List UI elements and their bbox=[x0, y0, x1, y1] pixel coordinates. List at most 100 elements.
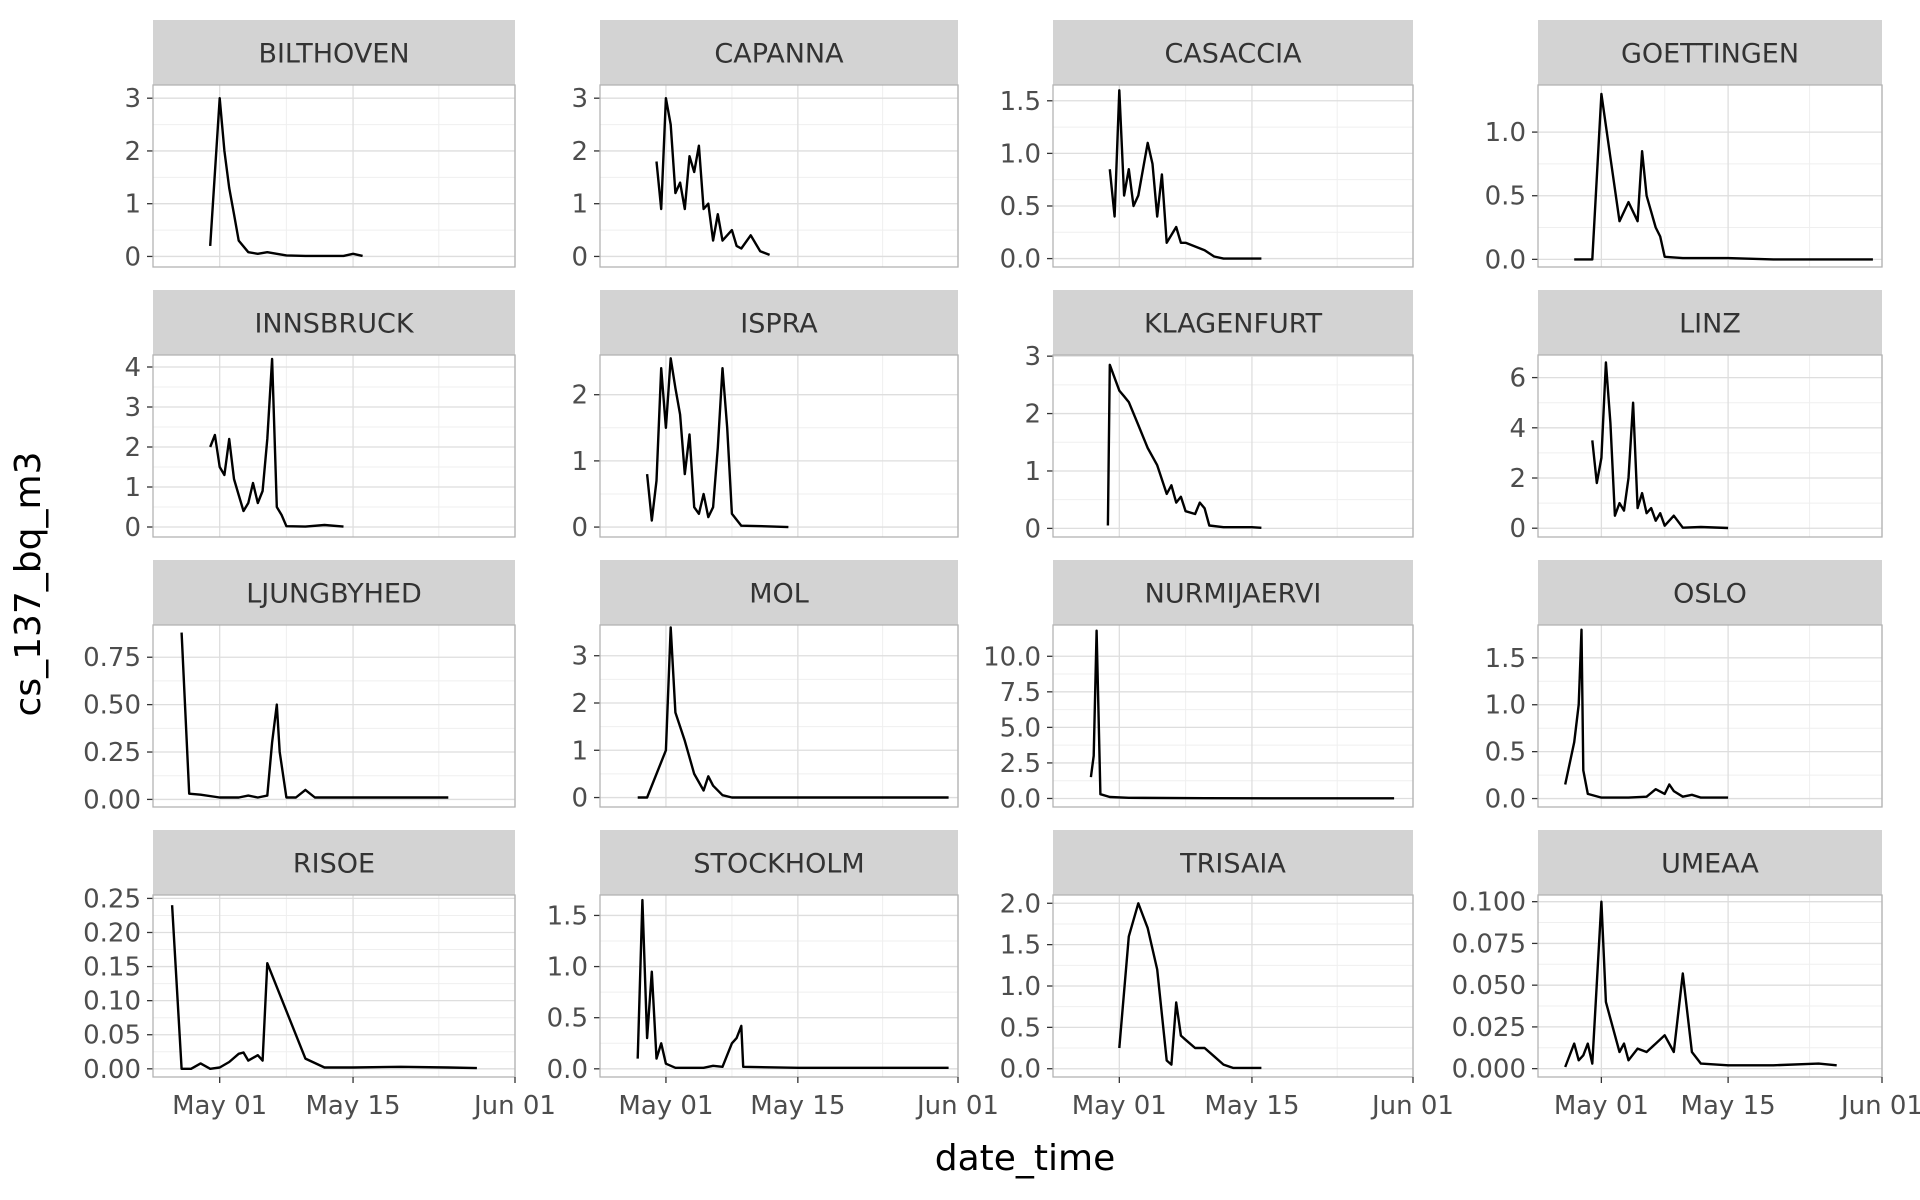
panel-bg-goettingen bbox=[1538, 85, 1882, 267]
y-tick-label: 1.0 bbox=[1485, 691, 1526, 721]
panel-trisaia: TRISAIA 0.0 0.5 1.0 1.5 2.0 May 01 May 15 Jun 01 bbox=[1000, 830, 1454, 1121]
y-tick-label: 5.0 bbox=[1000, 713, 1041, 743]
series-line-bilthoven bbox=[209, 96, 363, 258]
panel-oslo: OSLO 0.0 0.5 1.0 1.5 bbox=[1485, 560, 1883, 815]
y-tick-label: 1.0 bbox=[547, 953, 588, 983]
panel-border-ispra bbox=[599, 354, 959, 538]
panel-border-umeaa bbox=[1537, 894, 1883, 1078]
facet-panels: BILTHOVEN 0 1 2 3 CAPANNA 0 1 2 3 CASACCIA 0.0 0.5 1.… bbox=[83, 20, 1920, 1121]
strip-label-capanna: CAPANNA bbox=[714, 39, 844, 70]
y-tick-label: 2 bbox=[1024, 400, 1041, 430]
panel-border-bilthoven bbox=[152, 84, 516, 268]
y-tick-label: 2.5 bbox=[1000, 749, 1041, 779]
x-tick-label: May 01 bbox=[1072, 1091, 1167, 1121]
y-tick-label: 0.10 bbox=[83, 987, 141, 1017]
panel-bg-capanna bbox=[600, 85, 958, 267]
panel-bilthoven: BILTHOVEN 0 1 2 3 bbox=[124, 20, 516, 272]
panel-innsbruck: INNSBRUCK 0 1 2 3 4 bbox=[124, 290, 516, 543]
strip-ispra bbox=[600, 290, 958, 355]
strip-klagenfurt bbox=[1053, 290, 1413, 355]
strip-label-linz: LINZ bbox=[1679, 309, 1741, 340]
panel-bg-linz bbox=[1538, 355, 1882, 537]
panel-capanna: CAPANNA 0 1 2 3 bbox=[571, 20, 959, 272]
strip-goettingen bbox=[1538, 20, 1882, 85]
y-tick-label: 1.0 bbox=[1000, 139, 1041, 169]
y-tick-label: 7.5 bbox=[1000, 678, 1041, 708]
y-tick-label: 0.0 bbox=[1485, 245, 1526, 275]
y-tick-label: 2.0 bbox=[1000, 889, 1041, 919]
y-tick-label: 0.0 bbox=[1000, 1055, 1041, 1085]
panel-casaccia: CASACCIA 0.0 0.5 1.0 1.5 bbox=[1000, 20, 1414, 275]
y-tick-label: 1.0 bbox=[1000, 972, 1041, 1002]
panel-border-innsbruck bbox=[152, 354, 516, 538]
panel-risoe: RISOE 0.00 0.05 0.10 0.15 0.20 0.25 May 01 May 1… bbox=[83, 830, 556, 1121]
x-tick-label: Jun 01 bbox=[915, 1091, 999, 1121]
y-tick-label: 3 bbox=[571, 84, 588, 114]
series-line-klagenfurt bbox=[1106, 363, 1262, 529]
y-tick-label: 0 bbox=[571, 784, 588, 814]
y-tick-label: 0.20 bbox=[83, 918, 141, 948]
x-tick-label: May 01 bbox=[172, 1091, 267, 1121]
y-tick-label: 2 bbox=[124, 137, 141, 167]
strip-umeaa bbox=[1538, 830, 1882, 895]
y-tick-label: 0.5 bbox=[1485, 182, 1526, 212]
x-axis-title: date_time bbox=[935, 1138, 1116, 1179]
y-tick-label: 0.50 bbox=[83, 691, 141, 721]
series-line-linz bbox=[1591, 361, 1729, 530]
y-axis-title: cs_137_bq_m3 bbox=[8, 452, 49, 717]
y-tick-label: 0.100 bbox=[1452, 888, 1526, 918]
y-tick-label: 2 bbox=[571, 689, 588, 719]
y-tick-label: 0.00 bbox=[83, 1055, 141, 1085]
series-line-goettingen bbox=[1574, 92, 1873, 261]
x-tick-label: May 15 bbox=[750, 1091, 845, 1121]
strip-label-casaccia: CASACCIA bbox=[1164, 39, 1302, 70]
panel-border-ljungbyhed bbox=[152, 624, 516, 808]
y-tick-label: 0.75 bbox=[83, 643, 141, 673]
strip-risoe bbox=[153, 830, 515, 895]
y-tick-label: 4 bbox=[1509, 414, 1526, 444]
y-tick-label: 2 bbox=[1509, 464, 1526, 494]
series-line-oslo bbox=[1564, 628, 1729, 799]
panel-bg-ljungbyhed bbox=[153, 625, 515, 807]
strip-nurmijaervi bbox=[1053, 560, 1413, 625]
strip-label-umeaa: UMEAA bbox=[1661, 849, 1759, 880]
y-tick-label: 0 bbox=[1509, 514, 1526, 544]
series-line-ispra bbox=[645, 357, 789, 529]
strip-label-klagenfurt: KLAGENFURT bbox=[1144, 309, 1323, 340]
y-tick-label: 6 bbox=[1509, 364, 1526, 394]
x-tick-label: Jun 01 bbox=[472, 1091, 556, 1121]
series-line-risoe bbox=[170, 905, 477, 1071]
panel-border-klagenfurt bbox=[1052, 354, 1414, 538]
y-tick-label: 1.5 bbox=[1000, 931, 1041, 961]
panel-bg-innsbruck bbox=[153, 355, 515, 537]
strip-label-ljungbyhed: LJUNGBYHED bbox=[246, 579, 422, 610]
y-tick-label: 1 bbox=[1024, 457, 1041, 487]
panel-border-trisaia bbox=[1052, 894, 1414, 1078]
y-tick-label: 0.25 bbox=[83, 738, 141, 768]
x-tick-label: May 15 bbox=[305, 1091, 400, 1121]
series-line-ljungbyhed bbox=[180, 632, 449, 799]
panel-goettingen: GOETTINGEN 0.0 0.5 1.0 bbox=[1485, 20, 1883, 275]
panel-bg-umeaa bbox=[1538, 895, 1882, 1077]
strip-label-innsbruck: INNSBRUCK bbox=[254, 309, 414, 340]
strip-linz bbox=[1538, 290, 1882, 355]
strip-trisaia bbox=[1053, 830, 1413, 895]
y-tick-label: 1 bbox=[124, 473, 141, 503]
y-tick-label: 1.5 bbox=[547, 901, 588, 931]
y-tick-label: 2 bbox=[571, 381, 588, 411]
y-tick-label: 0.25 bbox=[83, 884, 141, 914]
series-line-innsbruck bbox=[209, 357, 344, 528]
panel-bg-casaccia bbox=[1053, 85, 1413, 267]
x-tick-label: May 15 bbox=[1681, 1091, 1776, 1121]
strip-capanna bbox=[600, 20, 958, 85]
strip-stockholm bbox=[600, 830, 958, 895]
x-tick-label: Jun 01 bbox=[1370, 1091, 1454, 1121]
y-tick-label: 3 bbox=[571, 642, 588, 672]
panel-bg-risoe bbox=[153, 895, 515, 1077]
y-tick-label: 3 bbox=[1024, 342, 1041, 372]
y-tick-label: 0 bbox=[571, 242, 588, 272]
strip-label-goettingen: GOETTINGEN bbox=[1621, 39, 1799, 70]
y-tick-label: 10.0 bbox=[983, 642, 1041, 672]
strip-label-stockholm: STOCKHOLM bbox=[693, 849, 864, 880]
